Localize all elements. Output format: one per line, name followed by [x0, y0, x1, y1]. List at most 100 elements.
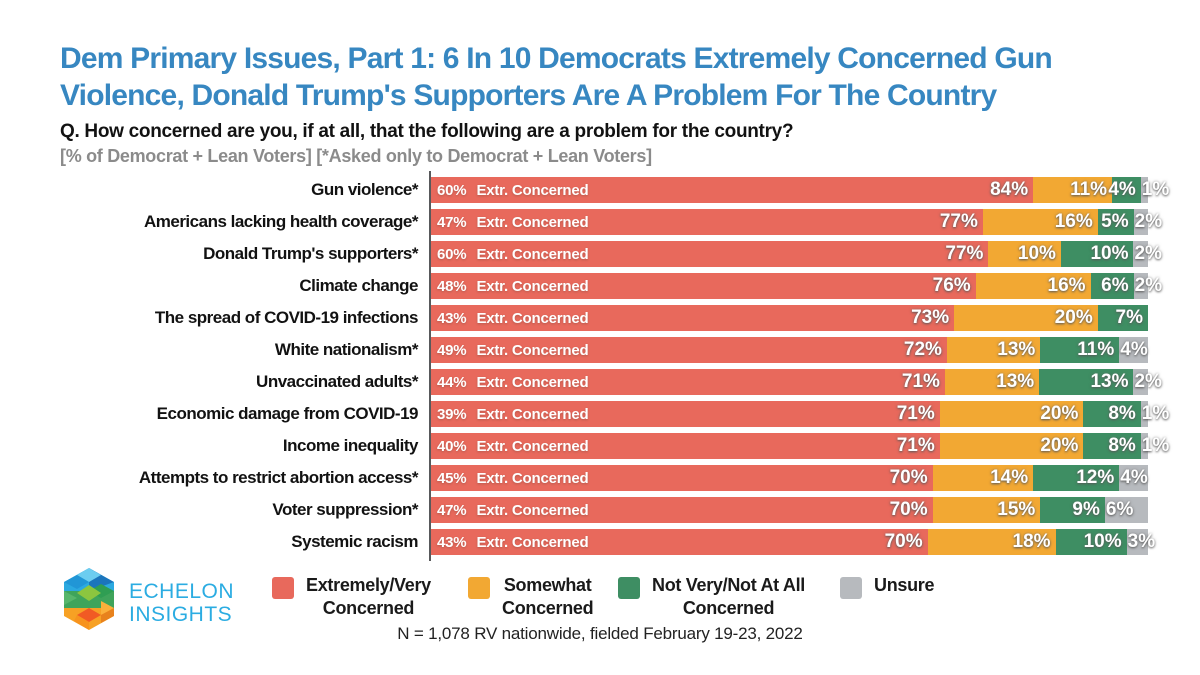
category-label: Gun violence*	[311, 180, 418, 199]
bar-segment-not-very-not-at-all-concerned: 8%	[1083, 401, 1141, 427]
chart-row: Voter suppression* 47% Extr. Concerned 70% 1…	[52, 497, 1152, 523]
segment-value-label: 10%	[1017, 243, 1056, 264]
category-label: The spread of COVID-19 infections	[154, 308, 419, 327]
stacked-bar: 48% Extr. Concerned 76% 16% 6% 2%	[430, 273, 1162, 299]
legend-swatch-extremely-very-concerned	[272, 577, 294, 599]
segment-value-label: 71%	[896, 435, 935, 456]
bar-segment-extremely-very-concerned: 48% Extr. Concerned 76%	[430, 273, 976, 299]
bar-segment-somewhat-concerned: 11%	[1033, 177, 1113, 203]
bar-segment-unsure: 1%	[1140, 401, 1169, 427]
bar-segment-not-very-not-at-all-concerned: 7%	[1097, 305, 1148, 331]
segment-value-label: 72%	[903, 339, 942, 360]
segment-value-label: 11%	[1077, 339, 1115, 360]
extremely-concerned-inline-label: 47% Extr. Concerned	[437, 501, 589, 519]
segment-value-label: 9%	[1072, 499, 1100, 520]
extremely-concerned-inline-label: 45% Extr. Concerned	[437, 469, 589, 487]
bar-segment-not-very-not-at-all-concerned: 12%	[1033, 465, 1120, 491]
category-label: Economic damage from COVID-19	[156, 404, 419, 423]
segment-value-label: 84%	[990, 179, 1029, 200]
segment-value-label: 4%	[1120, 467, 1148, 488]
bar-segment-somewhat-concerned: 20%	[954, 305, 1098, 331]
echelon-hexagon-icon	[58, 567, 120, 638]
segment-value-label: 3%	[1127, 531, 1156, 552]
segment-value-label: 11%	[1070, 179, 1108, 200]
page-title-line2: Violence, Donald Trump's Supporters Are …	[60, 79, 997, 112]
category-label: Income inequality	[282, 436, 419, 455]
bar-segment-extremely-very-concerned: 44% Extr. Concerned 71%	[430, 369, 945, 395]
segment-value-label: 70%	[884, 531, 923, 552]
stacked-bar: 45% Extr. Concerned 70% 14% 12% 4%	[430, 465, 1148, 491]
segment-value-label: 71%	[896, 403, 935, 424]
segment-value-label: 70%	[889, 499, 928, 520]
bar-segment-somewhat-concerned: 13%	[946, 337, 1041, 363]
segment-value-label: 13%	[1090, 371, 1129, 392]
stacked-bar: 49% Extr. Concerned 72% 13% 11% 4%	[430, 337, 1148, 363]
category-label: Unvaccinated adults*	[256, 372, 418, 391]
segment-value-label: 76%	[932, 275, 971, 296]
extremely-concerned-inline-label: 43% Extr. Concerned	[437, 309, 589, 327]
chart-row: White nationalism* 49% Extr. Concerned 72% 1…	[52, 337, 1152, 363]
segment-value-label: 71%	[901, 371, 940, 392]
bar-segment-extremely-very-concerned: 47% Extr. Concerned 70%	[430, 497, 933, 523]
chart-row: Economic damage from COVID-19 39% Extr. Co…	[52, 401, 1169, 427]
category-label: Donald Trump's supporters*	[203, 244, 418, 263]
stacked-bar: 43% Extr. Concerned 70% 18% 10% 3%	[430, 529, 1155, 555]
extremely-concerned-inline-label: 47% Extr. Concerned	[437, 213, 589, 231]
segment-value-label: 1%	[1141, 179, 1170, 200]
bar-segment-somewhat-concerned: 13%	[944, 369, 1040, 395]
bar-segment-somewhat-concerned: 15%	[932, 497, 1041, 523]
segment-value-label: 4%	[1108, 179, 1136, 200]
segment-value-label: 8%	[1108, 435, 1136, 456]
bar-segment-somewhat-concerned: 10%	[988, 241, 1061, 267]
bar-segment-somewhat-concerned: 14%	[932, 465, 1034, 491]
category-label: White nationalism*	[274, 340, 419, 359]
bar-segment-not-very-not-at-all-concerned: 10%	[1060, 241, 1134, 267]
segment-value-label: 6%	[1101, 275, 1129, 296]
segment-value-label: 18%	[1012, 531, 1051, 552]
segment-value-label: 10%	[1083, 531, 1122, 552]
segment-value-label: 15%	[997, 499, 1036, 520]
extremely-concerned-inline-label: 43% Extr. Concerned	[437, 533, 589, 551]
bar-segment-not-very-not-at-all-concerned: 13%	[1039, 369, 1134, 395]
bar-segment-unsure: 2%	[1133, 241, 1162, 267]
segment-value-label: 13%	[996, 371, 1035, 392]
segment-value-label: 7%	[1115, 307, 1143, 328]
subnote-text: [% of Democrat + Lean Voters] [*Asked on…	[60, 146, 652, 166]
bar-segment-not-very-not-at-all-concerned: 8%	[1083, 433, 1141, 459]
segment-value-label: 2%	[1134, 211, 1163, 232]
stacked-bar: 47% Extr. Concerned 70% 15% 9% 6%	[430, 497, 1148, 523]
category-label: Climate change	[299, 276, 418, 295]
segment-value-label: 70%	[889, 467, 928, 488]
segment-value-label: 13%	[997, 339, 1036, 360]
chart-row: Unvaccinated adults* 44% Extr. Concerned 71…	[52, 369, 1162, 395]
page-title-line1: Dem Primary Issues, Part 1: 6 In 10 Demo…	[60, 42, 1053, 75]
bar-segment-unsure: 4%	[1119, 337, 1148, 363]
bar-segment-somewhat-concerned: 16%	[975, 273, 1091, 299]
bar-segment-unsure: 1%	[1140, 433, 1169, 459]
legend-label: Somewhat Concerned	[502, 575, 594, 618]
legend-swatch-not-very-not-at-all-concerned	[618, 577, 640, 599]
segment-value-label: 5%	[1101, 211, 1129, 232]
bar-segment-somewhat-concerned: 16%	[982, 209, 1098, 235]
stacked-bar: 43% Extr. Concerned 73% 20% 7%	[430, 305, 1148, 331]
segment-value-label: 16%	[1047, 275, 1086, 296]
bar-segment-extremely-very-concerned: 43% Extr. Concerned 73%	[430, 305, 955, 331]
extremely-concerned-inline-label: 48% Extr. Concerned	[437, 277, 589, 295]
extremely-concerned-inline-label: 44% Extr. Concerned	[437, 373, 589, 391]
segment-value-label: 2%	[1134, 243, 1162, 264]
stacked-bar: 39% Extr. Concerned 71% 20% 8% 1%	[430, 401, 1169, 427]
footnote: N = 1,078 RV nationwide, fielded Februar…	[397, 624, 803, 643]
segment-value-label: 12%	[1076, 467, 1115, 488]
category-label: Systemic racism	[291, 532, 418, 551]
segment-value-label: 20%	[1040, 403, 1079, 424]
legend-label: Not Very/Not At All Concerned	[652, 575, 805, 618]
legend-item-extremely-very-concerned: Extremely/Very Concerned	[272, 574, 431, 620]
bar-segment-not-very-not-at-all-concerned: 9%	[1040, 497, 1105, 523]
y-axis-line	[429, 171, 431, 561]
question-text: Q. How concerned are you, if at all, tha…	[60, 121, 794, 142]
extremely-concerned-inline-label: 60% Extr. Concerned	[437, 181, 589, 199]
segment-value-label: 2%	[1134, 371, 1162, 392]
stacked-bar: 60% Extr. Concerned 77% 10% 10% 2%	[430, 241, 1162, 267]
segment-value-label: 2%	[1134, 275, 1163, 296]
